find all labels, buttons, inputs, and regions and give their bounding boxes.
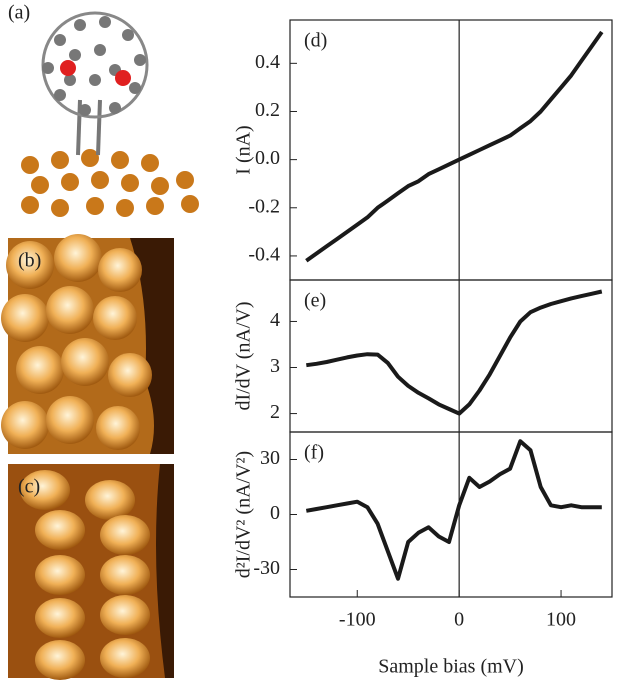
y-tick-label: 30 [260, 447, 280, 469]
y-tick-label: 2 [270, 401, 280, 423]
panel-label: (e) [304, 290, 326, 312]
y-tick-label: 0.0 [255, 147, 280, 169]
y-tick-label: 0.2 [255, 99, 280, 121]
plot-frame [290, 20, 612, 280]
y-tick-label: -0.4 [248, 244, 280, 266]
y-axis-label: I (nA) [233, 125, 255, 174]
figure: (a) (b) (c) -0.4 -0.2 0.0 0.2 0.4 (d) I (nA) 2 3… [0, 0, 638, 687]
panel-label: (d) [304, 30, 327, 52]
data-line [306, 292, 602, 414]
data-line [306, 32, 602, 261]
y-tick-label: 0.4 [255, 51, 280, 73]
molecule-illustration [21, 13, 199, 217]
x-tick-label: 0 [454, 609, 464, 631]
panel-label: (c) [18, 476, 40, 498]
plot-frame [290, 432, 612, 597]
y-tick-label: -30 [253, 557, 280, 579]
y-tick-label: 3 [270, 355, 280, 377]
data-line [306, 441, 602, 579]
y-axis-label: dI/dV (nA/V) [233, 301, 255, 410]
x-tick-label: 100 [546, 609, 576, 631]
y-axis-label: d²I/dV² (nA/V²) [233, 451, 255, 578]
y-tick-label: -0.2 [248, 195, 280, 217]
x-tick-label: -100 [339, 609, 376, 631]
panel-label: (a) [8, 2, 30, 24]
y-tick-label: 0 [270, 502, 280, 524]
x-axis-label: Sample bias (mV) [378, 656, 524, 678]
panel-label: (f) [304, 442, 324, 464]
y-tick-label: 4 [270, 309, 280, 331]
panel-label: (b) [18, 250, 41, 272]
